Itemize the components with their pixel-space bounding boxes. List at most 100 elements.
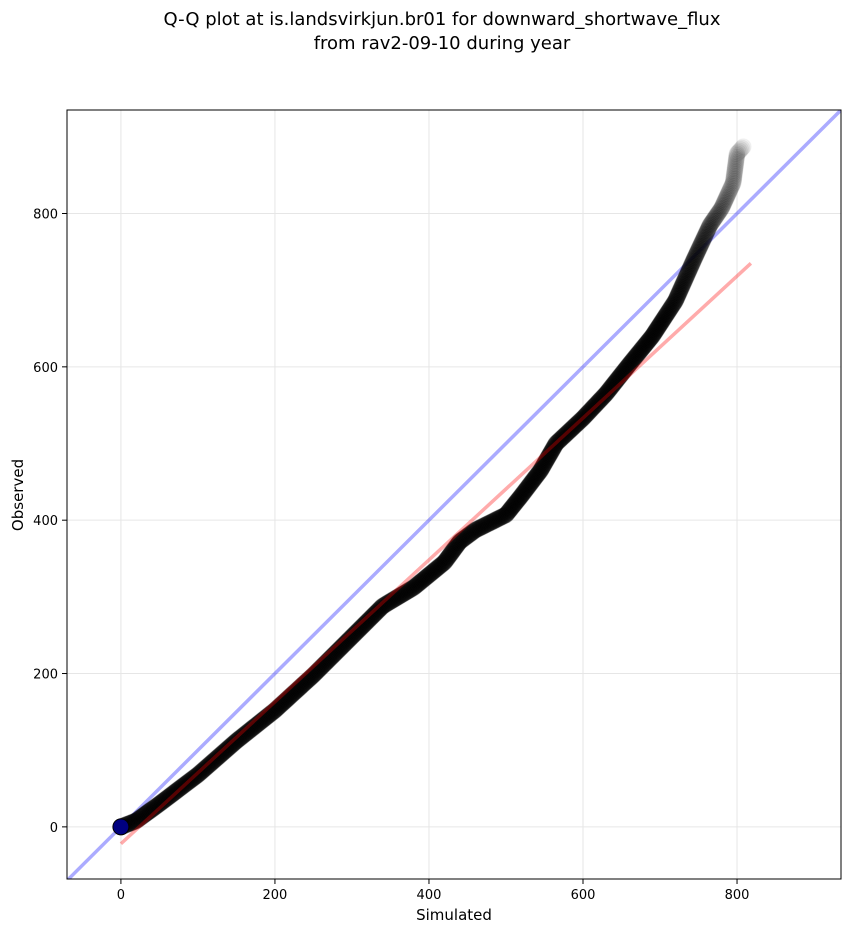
quantile-point	[348, 623, 366, 641]
quantile-point	[432, 557, 450, 575]
quantile-point	[231, 729, 249, 747]
quantile-point	[291, 679, 309, 697]
quantile-point	[653, 312, 671, 330]
quantile-point	[631, 343, 649, 361]
quantile-point	[141, 802, 159, 820]
quantile-point	[669, 286, 687, 304]
quantile-point	[290, 680, 308, 698]
quantile-point	[607, 373, 625, 391]
quantile-point	[505, 496, 523, 514]
quantile-point	[471, 519, 489, 537]
quantile-point	[666, 292, 684, 310]
quantile-point	[444, 542, 462, 560]
quantile-point	[725, 167, 743, 185]
quantile-point	[428, 560, 446, 578]
quantile-point	[684, 252, 702, 270]
quantile-point	[369, 602, 387, 620]
quantile-point	[303, 667, 321, 685]
data-layer	[67, 110, 841, 879]
quantile-point	[247, 716, 265, 734]
quantile-point	[662, 299, 680, 317]
quantile-point	[725, 169, 743, 187]
quantile-point	[559, 423, 577, 441]
quantile-point	[538, 449, 556, 467]
quantile-point	[189, 766, 207, 784]
quantile-point	[250, 714, 268, 732]
quantile-point	[435, 553, 453, 571]
quantile-point	[596, 386, 614, 404]
quantile-point	[604, 375, 622, 393]
quantile-point	[170, 780, 188, 798]
quantile-point	[213, 744, 231, 762]
quantile-point	[588, 394, 606, 412]
quantile-point	[541, 445, 559, 463]
quantile-point	[375, 596, 393, 614]
quantile-point	[567, 416, 585, 434]
quantile-point	[553, 429, 571, 447]
quantile-point	[403, 580, 421, 598]
quantile-point	[288, 681, 306, 699]
quantile-point	[302, 668, 320, 686]
quantile-point	[546, 436, 564, 454]
quantile-point	[360, 611, 378, 629]
quantile-point	[573, 410, 591, 428]
quantile-point	[639, 332, 657, 350]
quantile-point	[643, 327, 661, 345]
quantile-point	[529, 465, 547, 483]
quantile-point	[698, 222, 716, 240]
quantile-point	[563, 420, 581, 438]
quantile-point	[349, 622, 367, 640]
quantile-point	[394, 585, 412, 603]
quantile-point	[342, 629, 360, 647]
quantile-point	[197, 759, 215, 777]
quantile-point	[160, 788, 178, 806]
quantile-point	[280, 689, 298, 707]
quantile-point	[706, 209, 724, 227]
quantile-point	[237, 725, 255, 743]
quantile-point	[592, 390, 610, 408]
quantile-point	[479, 515, 497, 533]
quantile-point	[462, 524, 480, 542]
quantile-point	[283, 685, 301, 703]
quantile-point	[663, 298, 681, 316]
quantile-point	[455, 530, 473, 548]
quantile-point	[681, 260, 699, 278]
quantile-point	[421, 565, 439, 583]
quantile-point	[441, 546, 459, 564]
quantile-point	[613, 365, 631, 383]
quantile-point	[603, 377, 621, 395]
quantile-point	[206, 751, 224, 769]
quantile-point	[410, 574, 428, 592]
quantile-point	[343, 628, 361, 646]
quantile-point	[531, 463, 549, 481]
quantile-point	[184, 770, 202, 788]
quantile-point	[530, 464, 548, 482]
quantile-point	[641, 330, 659, 348]
quantile-point	[216, 742, 234, 760]
quantile-point	[489, 510, 507, 528]
quantile-point	[295, 675, 313, 693]
quantile-point	[293, 676, 311, 694]
quantile-point	[304, 666, 322, 684]
quantile-point	[715, 194, 733, 212]
quantile-point	[129, 811, 147, 829]
quantile-point	[659, 303, 677, 321]
quantile-point	[188, 767, 206, 785]
quantile-point	[399, 582, 417, 600]
x-axis-label: Simulated	[416, 906, 492, 924]
quantile-point	[645, 324, 663, 342]
quantile-point	[337, 634, 355, 652]
quantile-point	[671, 281, 689, 299]
quantile-point	[322, 648, 340, 666]
quantile-point	[166, 783, 184, 801]
quantile-point	[634, 339, 652, 357]
quantile-point	[679, 264, 697, 282]
quantile-point	[665, 293, 683, 311]
quantile-point	[652, 314, 670, 332]
chart-title-line-2: from rav2-09-10 during year	[314, 33, 571, 54]
quantile-point	[324, 647, 342, 665]
quantile-point	[414, 571, 432, 589]
quantile-point	[344, 627, 362, 645]
quantile-point	[583, 399, 601, 417]
quantile-point	[731, 142, 748, 159]
